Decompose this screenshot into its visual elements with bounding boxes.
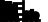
Bar: [24, 17, 26, 19]
Bar: [26, 18, 28, 19]
Bar: [14, 14, 15, 17]
Bar: [6, 13, 7, 16]
Bar: [31, 16, 32, 18]
Bar: [9, 7, 10, 9]
Bar: [4, 10, 6, 13]
Bar: [11, 12, 12, 16]
Bar: [29, 18, 31, 19]
Bar: [15, 10, 17, 12]
Bar: [36, 17, 37, 18]
Bar: [34, 18, 35, 19]
